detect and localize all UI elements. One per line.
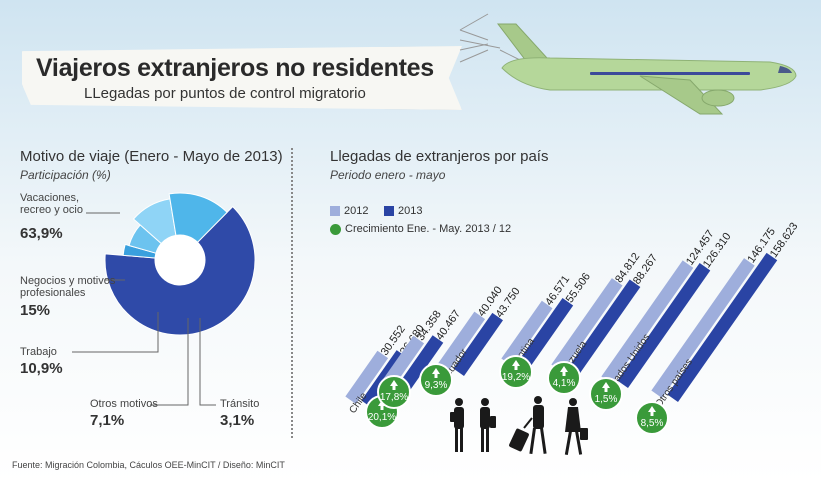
arrow-up-icon bbox=[432, 368, 440, 378]
bar-2013-3 bbox=[517, 298, 574, 370]
pie-label-vacaciones: Vacaciones, recreo y ocio bbox=[20, 192, 83, 216]
growth-label-6: 8,5% bbox=[641, 418, 664, 429]
arrow-up-icon bbox=[378, 400, 386, 410]
legend-2012: 2012 bbox=[330, 205, 368, 217]
pie-pct-negocios: 15% bbox=[20, 302, 51, 319]
bar-2012-0 bbox=[345, 350, 389, 404]
arrow-up-icon bbox=[560, 366, 568, 376]
growth-label-4: 4,1% bbox=[553, 378, 576, 389]
arrow-up-icon bbox=[512, 360, 520, 370]
growth-label-3: 19,2% bbox=[502, 372, 530, 383]
bar-2012-5 bbox=[601, 260, 694, 384]
legend-2013: 2013 bbox=[384, 205, 422, 217]
bar-2012-4 bbox=[551, 278, 623, 372]
bar-subtitle: Periodo enero - mayo bbox=[330, 168, 446, 182]
page-subtitle: LLegadas por puntos de control migratori… bbox=[84, 85, 366, 102]
legend-swatch-2012 bbox=[330, 206, 340, 216]
growth-badge-4 bbox=[547, 361, 581, 395]
pie-pct-vacaciones: 63,9% bbox=[20, 225, 63, 242]
growth-label-0: 20,1% bbox=[368, 412, 396, 423]
arrow-up-icon bbox=[602, 382, 610, 392]
arrow-up-icon bbox=[648, 406, 656, 416]
section-divider bbox=[291, 148, 293, 438]
bar-2013-4 bbox=[567, 279, 641, 376]
growth-label-5: 1,5% bbox=[595, 394, 618, 405]
travelers-icon bbox=[450, 396, 588, 455]
pie-label-trabajo: Trabajo bbox=[20, 346, 57, 358]
value-label-2013-6: 158.623 bbox=[768, 221, 801, 260]
source-note: Fuente: Migración Colombia, Cáculos OEE-… bbox=[12, 460, 285, 470]
legend-swatch-2013 bbox=[384, 206, 394, 216]
bar-2013-5 bbox=[617, 263, 711, 388]
title-banner bbox=[22, 46, 462, 110]
growth-badge-1 bbox=[377, 375, 411, 409]
leader-trabajo bbox=[72, 312, 159, 353]
legend-growth: Crecimiento Ene. - May. 2013 / 12 bbox=[330, 223, 511, 235]
bar-2012-2 bbox=[437, 311, 486, 372]
pie-chart bbox=[72, 192, 256, 406]
pie-pct-otros: 7,1% bbox=[90, 412, 125, 429]
pie-title: Motivo de viaje (Enero - Mayo de 2013) bbox=[20, 148, 283, 165]
bar-2013-1 bbox=[395, 335, 444, 396]
bar-title: Llegadas de extranjeros por país bbox=[330, 148, 549, 165]
pie-subtitle: Participación (%) bbox=[20, 168, 111, 182]
page-title: Viajeros extranjeros no residentes bbox=[36, 54, 434, 82]
growth-label-2: 9,3% bbox=[425, 380, 448, 391]
growth-badge-2 bbox=[419, 363, 453, 397]
legend-growth-dot bbox=[330, 223, 341, 235]
leader-transito bbox=[199, 318, 216, 406]
growth-badge-6 bbox=[635, 401, 669, 435]
airplane-icon bbox=[459, 13, 797, 115]
pie-label-negocios: Negocios y motivos profesionales bbox=[20, 275, 116, 299]
pie-label-transito: Tránsito bbox=[220, 398, 260, 410]
legend-label-2012: 2012 bbox=[344, 205, 369, 217]
growth-badge-5 bbox=[589, 377, 623, 411]
legend-label-2013: 2013 bbox=[398, 205, 423, 217]
bar-2013-6 bbox=[667, 252, 778, 402]
growth-badge-3 bbox=[499, 355, 533, 389]
value-label-2013-3: 55.506 bbox=[564, 271, 593, 305]
pie-label-otros: Otros motivos bbox=[90, 398, 158, 410]
pie-pct-transito: 3,1% bbox=[220, 412, 255, 429]
bar-2012-3 bbox=[501, 300, 553, 366]
leader-otros bbox=[150, 318, 189, 406]
pie-pct-trabajo: 10,9% bbox=[20, 360, 63, 377]
bar-2013-2 bbox=[453, 312, 503, 376]
legend-label-growth: Crecimiento Ene. - May. 2013 / 12 bbox=[345, 223, 512, 235]
growth-label-1: 17,8% bbox=[380, 392, 408, 403]
bar-2012-6 bbox=[651, 258, 755, 398]
pie-hole bbox=[155, 235, 205, 285]
arrow-up-icon bbox=[390, 380, 398, 390]
